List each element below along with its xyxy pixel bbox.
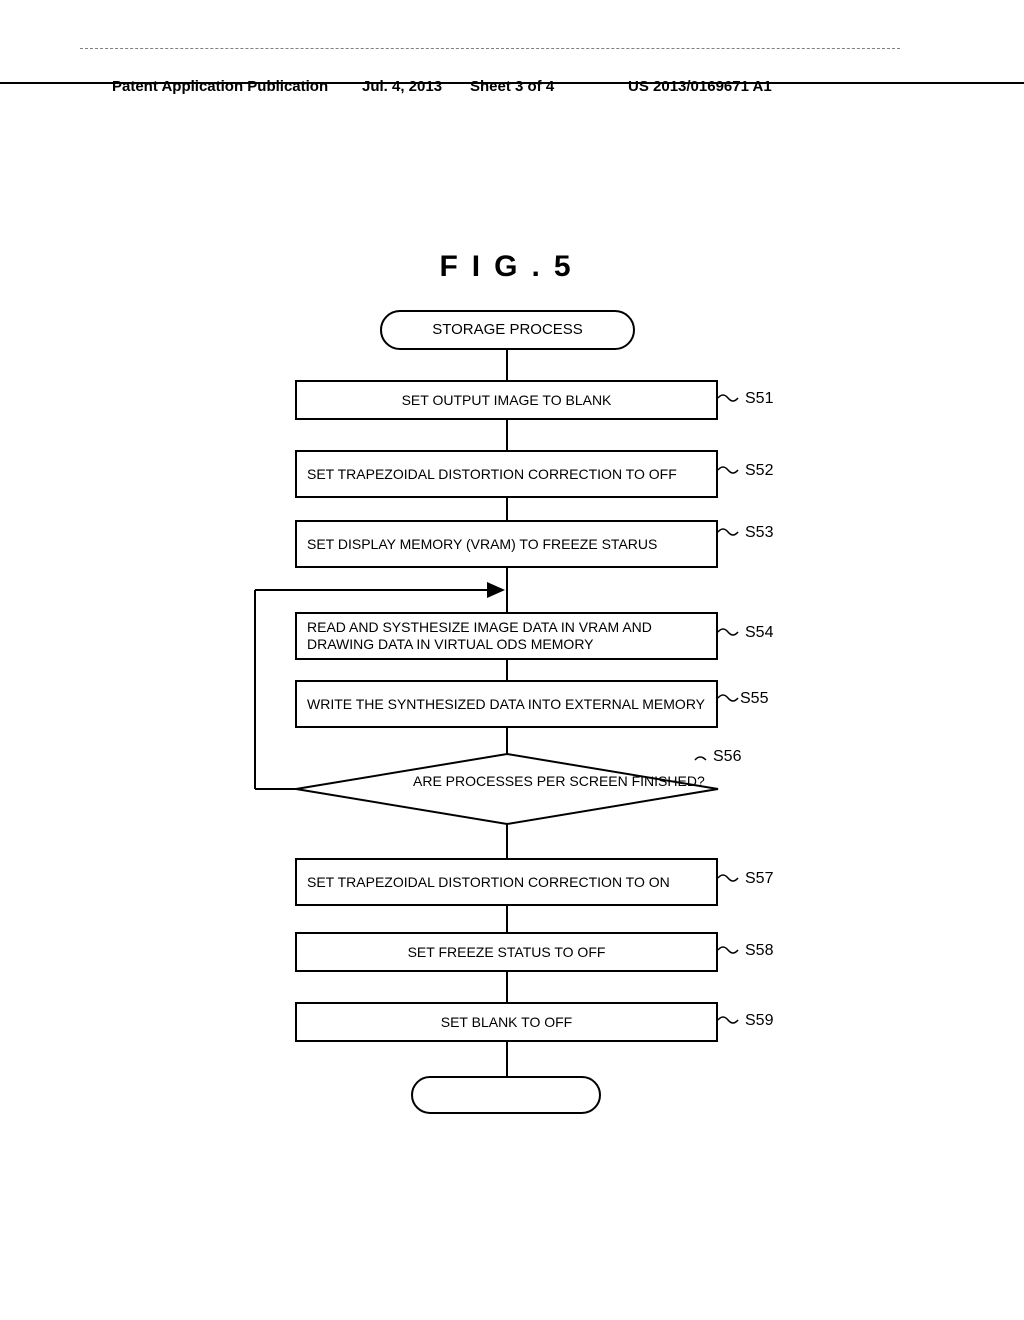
- step-label-s56: S56: [713, 748, 741, 766]
- header-date: Jul. 4, 2013: [362, 78, 442, 95]
- header-left: Patent Application Publication: [112, 78, 328, 95]
- header-pubnum: US 2013/0169671 A1: [628, 78, 772, 95]
- flow-step-s53: SET DISPLAY MEMORY (VRAM) TO FREEZE STAR…: [295, 520, 718, 568]
- flow-step-s58: SET FREEZE STATUS TO OFF: [295, 932, 718, 972]
- flow-end: [411, 1076, 601, 1114]
- dashed-guide: [80, 48, 900, 49]
- step-label-s54: S54: [745, 624, 773, 642]
- step-label-s53: S53: [745, 524, 773, 542]
- flow-step-s52: SET TRAPEZOIDAL DISTORTION CORRECTION TO…: [295, 450, 718, 498]
- step-label-s52: S52: [745, 462, 773, 480]
- flow-decision-s56: ARE PROCESSES PER SCREEN FINISHED?: [413, 773, 705, 790]
- step-label-s59: S59: [745, 1012, 773, 1030]
- step-label-s58: S58: [745, 942, 773, 960]
- header-sheet: Sheet 3 of 4: [470, 78, 554, 95]
- flow-step-s51: SET OUTPUT IMAGE TO BLANK: [295, 380, 718, 420]
- flow-step-s54: READ AND SYSTHESIZE IMAGE DATA IN VRAM A…: [295, 612, 718, 660]
- step-label-s51: S51: [745, 390, 773, 408]
- figure-title: FIG.5: [0, 250, 1024, 284]
- flow-start: STORAGE PROCESS: [380, 310, 635, 350]
- flow-step-s59: SET BLANK TO OFF: [295, 1002, 718, 1042]
- flow-step-s57: SET TRAPEZOIDAL DISTORTION CORRECTION TO…: [295, 858, 718, 906]
- step-label-s57: S57: [745, 870, 773, 888]
- step-label-s55: S55: [740, 690, 768, 708]
- flow-step-s55: WRITE THE SYNTHESIZED DATA INTO EXTERNAL…: [295, 680, 718, 728]
